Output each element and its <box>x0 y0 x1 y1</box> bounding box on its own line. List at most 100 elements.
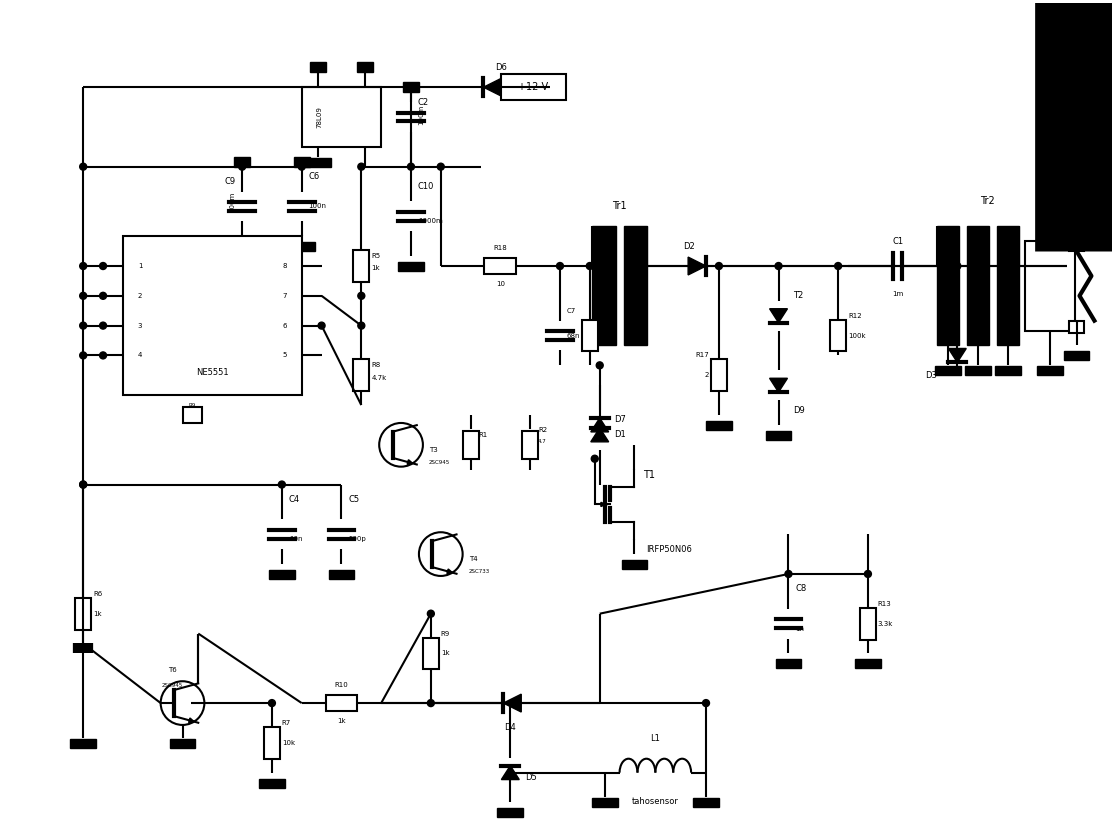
Circle shape <box>79 292 87 299</box>
Polygon shape <box>770 378 788 392</box>
Text: C1: C1 <box>892 237 903 246</box>
Text: 5: 5 <box>282 352 287 358</box>
Circle shape <box>161 681 204 725</box>
Bar <box>269 570 295 579</box>
Bar <box>693 798 719 807</box>
Text: T6: T6 <box>169 667 177 673</box>
Bar <box>328 570 355 579</box>
Circle shape <box>318 322 325 329</box>
Text: 3.3k: 3.3k <box>878 620 893 626</box>
Bar <box>776 660 801 668</box>
Text: 6: 6 <box>282 322 287 329</box>
Circle shape <box>418 532 463 576</box>
Polygon shape <box>689 257 706 275</box>
Bar <box>423 638 439 670</box>
Text: 1k: 1k <box>93 610 102 617</box>
Polygon shape <box>503 694 521 712</box>
Bar <box>1064 352 1089 361</box>
Polygon shape <box>949 348 966 362</box>
Bar <box>326 696 357 711</box>
Circle shape <box>586 262 594 270</box>
Text: 2SC945: 2SC945 <box>429 460 450 465</box>
Text: C8: C8 <box>796 584 807 594</box>
Circle shape <box>407 84 414 91</box>
Text: C9: C9 <box>224 177 235 186</box>
Circle shape <box>715 262 722 270</box>
Bar <box>183 407 202 423</box>
Text: R7: R7 <box>282 720 291 726</box>
Circle shape <box>437 163 444 170</box>
Circle shape <box>99 262 106 270</box>
Bar <box>229 242 256 251</box>
Bar <box>624 226 647 346</box>
Text: R10: R10 <box>335 682 348 688</box>
Circle shape <box>427 700 434 706</box>
Circle shape <box>99 322 106 329</box>
Text: C4: C4 <box>289 495 300 504</box>
Circle shape <box>835 262 841 270</box>
Text: 1m: 1m <box>892 291 903 297</box>
Bar <box>937 226 960 346</box>
Text: D7: D7 <box>615 416 626 424</box>
Text: 1k: 1k <box>372 265 379 271</box>
Bar <box>622 560 647 569</box>
Text: C10: C10 <box>417 182 434 191</box>
Text: T3: T3 <box>429 447 437 453</box>
Text: tahosensor: tahosensor <box>632 797 679 807</box>
Text: 1k: 1k <box>337 718 346 724</box>
Text: R1: R1 <box>479 432 488 438</box>
Circle shape <box>99 352 106 359</box>
Bar <box>309 63 326 73</box>
Polygon shape <box>770 309 788 322</box>
Bar <box>855 660 881 668</box>
Text: T2: T2 <box>793 291 804 301</box>
Bar <box>305 158 330 167</box>
Text: 8: 8 <box>282 263 287 269</box>
Text: 4: 4 <box>137 352 142 358</box>
Bar <box>591 798 617 807</box>
Text: R11: R11 <box>598 312 612 319</box>
Circle shape <box>269 700 276 706</box>
Bar <box>354 250 369 282</box>
Text: 1: 1 <box>137 263 143 269</box>
Bar <box>1037 367 1062 375</box>
Bar <box>498 808 523 817</box>
Bar <box>860 608 876 640</box>
Bar <box>522 431 538 458</box>
Bar <box>264 727 280 759</box>
Text: C6: C6 <box>309 172 320 181</box>
Text: 2SC733: 2SC733 <box>469 569 490 574</box>
Circle shape <box>775 262 782 270</box>
Text: 1000m: 1000m <box>417 218 443 225</box>
Bar <box>1069 239 1085 251</box>
Bar <box>398 262 424 271</box>
Circle shape <box>298 163 305 170</box>
Text: 10: 10 <box>496 281 504 287</box>
Text: T4: T4 <box>469 556 478 562</box>
Bar <box>259 778 285 787</box>
Bar <box>463 431 479 458</box>
Bar <box>354 359 369 391</box>
Text: 10n: 10n <box>289 536 302 542</box>
Bar <box>301 87 382 147</box>
Bar <box>75 598 92 630</box>
Text: D2: D2 <box>683 242 695 251</box>
Bar <box>830 320 846 352</box>
Circle shape <box>358 322 365 329</box>
Text: R9: R9 <box>189 402 196 407</box>
Text: 2: 2 <box>704 372 709 378</box>
Circle shape <box>99 292 106 299</box>
Circle shape <box>79 352 87 359</box>
Circle shape <box>407 163 414 170</box>
Text: 100: 100 <box>598 327 612 333</box>
Circle shape <box>79 481 87 488</box>
Text: Tr2: Tr2 <box>980 196 994 206</box>
Text: D6: D6 <box>496 63 508 73</box>
Circle shape <box>557 262 564 270</box>
Bar <box>170 739 195 748</box>
Bar <box>995 367 1021 375</box>
Text: C2: C2 <box>417 98 429 107</box>
Text: 100m: 100m <box>417 105 424 125</box>
Circle shape <box>954 262 961 270</box>
Bar <box>766 431 791 440</box>
